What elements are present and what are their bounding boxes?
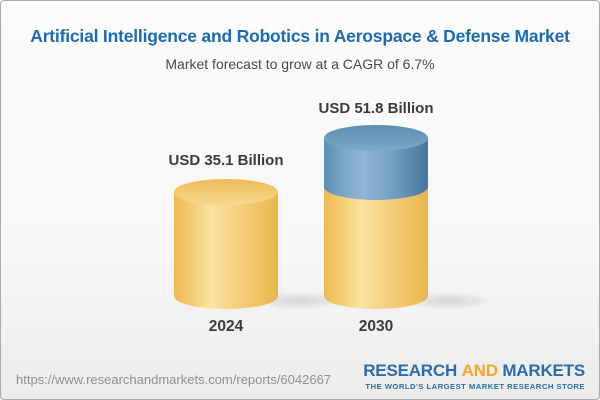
bar-2024-shadow — [257, 292, 341, 310]
bar-2030-shadow — [407, 292, 491, 310]
bar-2024-cylinder — [174, 179, 278, 309]
logo-wordmark: RESEARCH AND MARKETS — [363, 362, 585, 379]
logo-word-research: RESEARCH — [363, 361, 458, 380]
category-label-2024: 2024 — [208, 318, 244, 335]
value-label-2024: USD 35.1 Billion — [168, 152, 284, 169]
logo-word-markets: MARKETS — [502, 361, 585, 380]
bar-2030-base-cylinder — [324, 187, 428, 309]
logo-word-and: AND — [461, 361, 498, 380]
research-and-markets-logo: RESEARCH AND MARKETS THE WORLD'S LARGEST… — [363, 362, 585, 391]
report-url-link[interactable]: https://www.researchandmarkets.com/repor… — [16, 372, 332, 387]
chart-subtitle: Market forecast to grow at a CAGR of 6.7… — [165, 56, 435, 72]
bar-2030-growth-cylinder — [324, 125, 428, 200]
value-label-2030: USD 51.8 Billion — [318, 100, 434, 117]
category-label-2030: 2030 — [358, 318, 394, 335]
chart-title: Artificial Intelligence and Robotics in … — [30, 26, 570, 46]
logo-tagline: THE WORLD'S LARGEST MARKET RESEARCH STOR… — [365, 382, 585, 391]
